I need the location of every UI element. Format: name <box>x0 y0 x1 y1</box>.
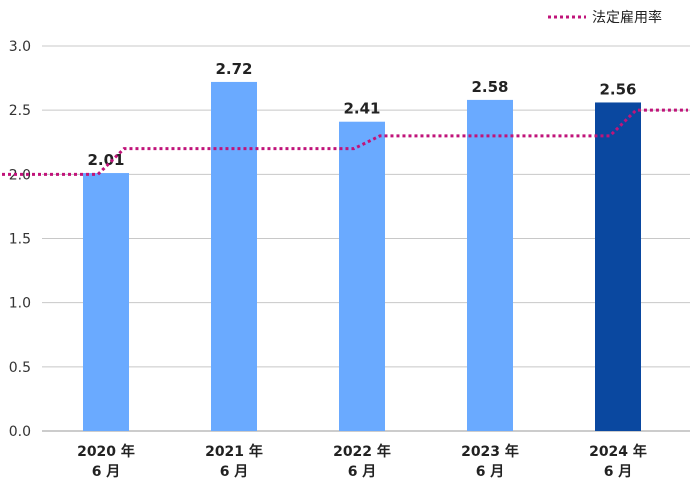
legend-label-legal-rate: 法定雇用率 <box>592 9 662 26</box>
bar <box>467 99 513 432</box>
legal-rate-series-line <box>2 108 688 176</box>
bars <box>83 81 641 432</box>
x-tick-label: 2024 年 <box>589 443 647 460</box>
data-label: 2.41 <box>343 100 380 118</box>
data-label: 2.56 <box>599 80 636 98</box>
x-tick-label: 2022 年 <box>333 443 391 460</box>
legend: 法定雇用率 <box>548 9 662 26</box>
y-tick-label: 3.0 <box>9 39 31 55</box>
x-tick-label: 6 月 <box>92 464 121 480</box>
bar <box>339 121 385 431</box>
x-axis: 2020 年 6 月 2021 年 6 月 2022 年 6 月 2023 年 6 月 2024… <box>77 443 647 480</box>
y-tick-label: 0.5 <box>9 360 31 376</box>
value-labels: 2.01 2.72 2.41 2.58 2.56 <box>87 60 636 169</box>
data-label: 2.01 <box>87 151 124 169</box>
x-tick-label: 2023 年 <box>461 443 519 460</box>
x-tick-label: 6 月 <box>348 464 377 480</box>
y-tick-label: 0.0 <box>9 424 31 440</box>
x-tick-label: 2020 年 <box>77 443 135 460</box>
y-tick-label: 2.5 <box>9 103 31 119</box>
x-tick-label: 6 月 <box>604 464 633 480</box>
legal-rate-line <box>2 108 688 176</box>
data-label: 2.58 <box>471 78 508 96</box>
y-tick-label: 1.5 <box>9 232 31 248</box>
y-axis: 0.0 0.5 1.0 1.5 2.0 2.5 3.0 <box>9 39 31 440</box>
bar <box>595 102 641 431</box>
bar <box>211 81 257 431</box>
x-tick-label: 6 月 <box>220 464 249 480</box>
x-tick-label: 6 月 <box>476 464 505 480</box>
x-tick-label: 2021 年 <box>205 443 263 460</box>
data-label: 2.72 <box>215 60 252 78</box>
y-tick-label: 1.0 <box>9 296 31 312</box>
bar <box>83 173 129 432</box>
y-tick-label: 2.0 <box>9 167 31 183</box>
